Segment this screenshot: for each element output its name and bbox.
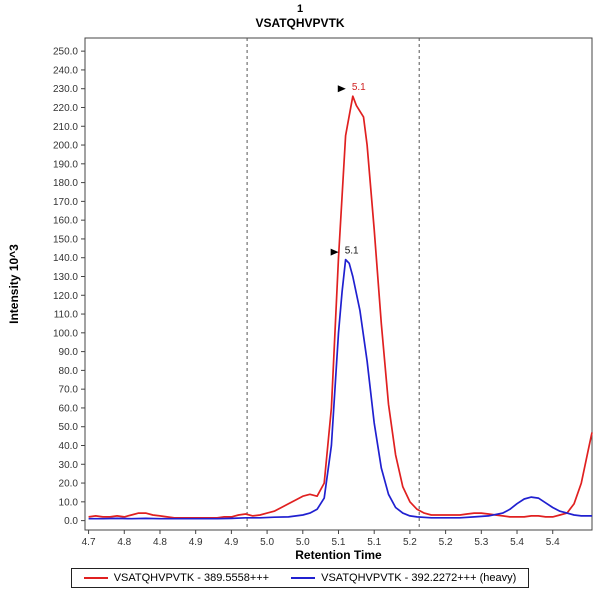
y-tick-label: 110.0 (54, 310, 79, 321)
y-tick-label: 190.0 (53, 159, 78, 170)
peak-annotation-arrow-icon (337, 85, 346, 93)
x-tick-label: 5.0 (260, 537, 274, 548)
x-axis-title: Retention Time (295, 548, 382, 562)
peak-annotation-arrow-icon (330, 248, 339, 256)
legend-item-heavy: VSATQHVPVTK - 392.2272+++ (heavy) (291, 572, 516, 584)
x-tick-label: 5.2 (403, 537, 417, 548)
y-tick-label: 230.0 (53, 84, 78, 95)
y-tick-label: 180.0 (53, 178, 78, 189)
chart-title-number: 1 (296, 3, 304, 15)
series-line-heavy (88, 258, 592, 520)
y-tick-label: 100.0 (53, 328, 78, 339)
x-tick-label: 4.9 (224, 537, 238, 548)
legend-swatch-light-line (83, 577, 108, 579)
peak-rt-annotation: 5.1 (345, 246, 359, 257)
y-tick-label: 120.0 (53, 291, 78, 302)
y-tick-label: 60.0 (59, 403, 79, 414)
x-tick-label: 4.9 (189, 537, 203, 548)
plot-border (84, 37, 593, 531)
y-tick-label: 0.0 (64, 516, 78, 527)
legend-label-light: VSATQHVPVTK - 389.5558+++ (113, 572, 270, 584)
x-tick-label: 4.8 (153, 537, 167, 548)
x-tick-label: 5.0 (296, 537, 310, 548)
legend-frame: VSATQHVPVTK - 389.5558+++ VSATQHVPVTK - … (70, 568, 530, 588)
y-tick-label: 240.0 (53, 65, 78, 76)
y-tick-label: 40.0 (59, 441, 79, 452)
x-tick-label: 4.8 (117, 537, 131, 548)
y-axis-title: Intensity 10^3 (7, 244, 21, 324)
y-tick-label: 210.0 (53, 122, 78, 133)
chart-title-block: 1 VSATQHVPVTK (0, 3, 600, 30)
x-tick-label: 5.3 (474, 537, 488, 548)
y-tick-label: 140.0 (53, 253, 78, 264)
legend-item-light: VSATQHVPVTK - 389.5558+++ (83, 572, 270, 584)
x-tick-label: 5.1 (367, 537, 381, 548)
peak-rt-annotation: 5.1 (352, 82, 366, 93)
y-tick-label: 50.0 (59, 422, 79, 433)
legend-swatch-heavy-line (291, 577, 316, 579)
y-tick-label: 250.0 (53, 47, 78, 58)
y-tick-label: 200.0 (53, 141, 78, 152)
y-tick-label: 10.0 (59, 497, 79, 508)
y-tick-label: 160.0 (53, 216, 78, 227)
y-tick-label: 90.0 (59, 347, 79, 358)
x-tick-label: 5.2 (439, 537, 453, 548)
series-line-light (88, 95, 593, 519)
x-tick-label: 5.4 (510, 537, 524, 548)
y-tick-label: 20.0 (59, 479, 79, 490)
y-tick-label: 220.0 (53, 103, 78, 114)
y-tick-label: 170.0 (53, 197, 78, 208)
x-tick-label: 5.4 (546, 537, 560, 548)
chromatogram-plot[interactable]: 4.7 4.8 4.8 4.9 4.9 5.0 5.0 5.1 5.1 5.2 5.2 5.3 5.4 5… (0, 0, 600, 562)
x-tick-label: 5.1 (332, 537, 346, 548)
y-tick-label: 30.0 (59, 460, 79, 471)
legend-label-heavy: VSATQHVPVTK - 392.2272+++ (heavy) (321, 572, 517, 584)
legend: VSATQHVPVTK - 389.5558+++ VSATQHVPVTK - … (0, 568, 600, 588)
y-tick-label: 80.0 (59, 366, 79, 377)
y-tick-label: 150.0 (53, 234, 78, 245)
y-tick-label: 130.0 (53, 272, 78, 283)
chart-title-peptide: VSATQHVPVTK (255, 16, 345, 30)
x-tick-label: 4.7 (82, 537, 96, 548)
y-tick-label: 70.0 (59, 385, 79, 396)
